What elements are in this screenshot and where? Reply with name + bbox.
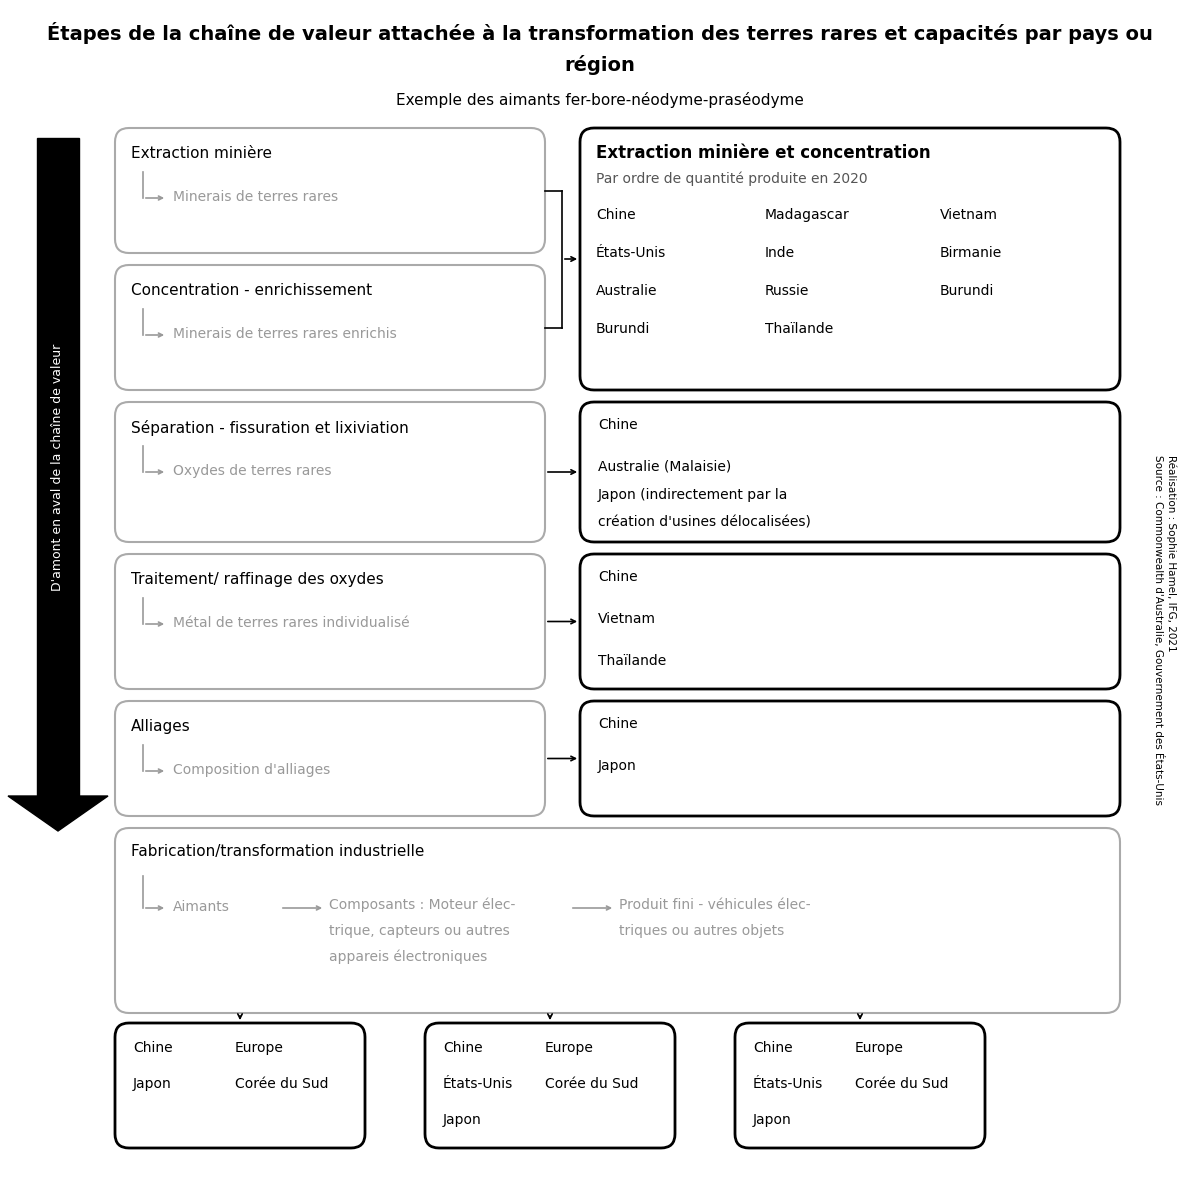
FancyBboxPatch shape xyxy=(115,402,545,543)
Text: Corée du Sud: Corée du Sud xyxy=(235,1077,329,1091)
Text: D'amont en aval de la chaîne de valeur: D'amont en aval de la chaîne de valeur xyxy=(52,343,65,591)
Text: Chine: Chine xyxy=(133,1041,173,1055)
Text: Russie: Russie xyxy=(766,284,809,298)
Text: États-Unis: États-Unis xyxy=(443,1077,514,1091)
Text: Chine: Chine xyxy=(596,208,636,223)
Text: Corée du Sud: Corée du Sud xyxy=(545,1077,638,1091)
Text: États-Unis: États-Unis xyxy=(754,1077,823,1091)
Text: Réalisation : Sophie Hamel, IFG, 2021
Source : Commonwealth d'Australie, Gouvern: Réalisation : Sophie Hamel, IFG, 2021 So… xyxy=(1153,455,1177,805)
Text: Extraction minière: Extraction minière xyxy=(131,146,272,161)
FancyBboxPatch shape xyxy=(425,1023,674,1148)
Text: Étapes de la chaîne de valeur attachée à la transformation des terres rares et c: Étapes de la chaîne de valeur attachée à… xyxy=(47,22,1153,45)
Text: Australie (Malaisie): Australie (Malaisie) xyxy=(598,460,731,474)
Text: Concentration - enrichissement: Concentration - enrichissement xyxy=(131,283,372,298)
Text: Produit fini - véhicules élec-: Produit fini - véhicules élec- xyxy=(619,897,811,912)
Text: Vietnam: Vietnam xyxy=(598,612,656,626)
Text: Chine: Chine xyxy=(598,717,637,731)
Text: Burundi: Burundi xyxy=(940,284,995,298)
Text: Japon: Japon xyxy=(598,759,637,774)
Polygon shape xyxy=(37,138,79,796)
Text: Madagascar: Madagascar xyxy=(766,208,850,223)
FancyBboxPatch shape xyxy=(115,828,1120,1013)
Text: Aimants: Aimants xyxy=(173,900,230,914)
Text: Alliages: Alliages xyxy=(131,719,191,734)
Text: États-Unis: États-Unis xyxy=(596,245,666,260)
Text: Chine: Chine xyxy=(754,1041,793,1055)
Text: Traitement/ raffinage des oxydes: Traitement/ raffinage des oxydes xyxy=(131,571,384,587)
Text: trique, capteurs ou autres: trique, capteurs ou autres xyxy=(329,924,510,938)
FancyBboxPatch shape xyxy=(115,265,545,390)
Text: Inde: Inde xyxy=(766,245,796,260)
Text: Composition d'alliages: Composition d'alliages xyxy=(173,763,330,777)
Text: Thaïlande: Thaïlande xyxy=(766,322,833,336)
Text: Australie: Australie xyxy=(596,284,658,298)
Text: Extraction minière et concentration: Extraction minière et concentration xyxy=(596,144,931,162)
FancyBboxPatch shape xyxy=(580,555,1120,689)
Text: Japon (indirectement par la: Japon (indirectement par la xyxy=(598,488,788,502)
Text: Séparation - fissuration et lixiviation: Séparation - fissuration et lixiviation xyxy=(131,420,409,435)
Text: Fabrication/transformation industrielle: Fabrication/transformation industrielle xyxy=(131,845,425,859)
FancyBboxPatch shape xyxy=(115,1023,365,1148)
Text: Chine: Chine xyxy=(443,1041,482,1055)
Text: région: région xyxy=(564,55,636,75)
Text: Par ordre de quantité produite en 2020: Par ordre de quantité produite en 2020 xyxy=(596,172,868,186)
Text: Japon: Japon xyxy=(443,1113,481,1127)
FancyBboxPatch shape xyxy=(580,701,1120,816)
Text: Europe: Europe xyxy=(545,1041,594,1055)
FancyBboxPatch shape xyxy=(580,128,1120,390)
FancyBboxPatch shape xyxy=(115,701,545,816)
Text: Thaïlande: Thaïlande xyxy=(598,654,666,668)
Text: Birmanie: Birmanie xyxy=(940,245,1002,260)
Text: Minerais de terres rares: Minerais de terres rares xyxy=(173,190,338,205)
FancyBboxPatch shape xyxy=(580,402,1120,543)
Text: Chine: Chine xyxy=(598,417,637,432)
Text: Chine: Chine xyxy=(598,570,637,583)
Text: Europe: Europe xyxy=(235,1041,284,1055)
Text: triques ou autres objets: triques ou autres objets xyxy=(619,924,785,938)
Text: Métal de terres rares individualisé: Métal de terres rares individualisé xyxy=(173,616,409,630)
Polygon shape xyxy=(8,796,108,831)
Text: Burundi: Burundi xyxy=(596,322,650,336)
Text: Minerais de terres rares enrichis: Minerais de terres rares enrichis xyxy=(173,327,397,340)
Text: création d'usines délocalisées): création d'usines délocalisées) xyxy=(598,516,811,531)
Text: Vietnam: Vietnam xyxy=(940,208,998,223)
Text: Japon: Japon xyxy=(133,1077,172,1091)
FancyBboxPatch shape xyxy=(115,128,545,253)
Text: Composants : Moteur élec-: Composants : Moteur élec- xyxy=(329,897,515,913)
Text: Corée du Sud: Corée du Sud xyxy=(854,1077,948,1091)
Text: appareis électroniques: appareis électroniques xyxy=(329,950,487,965)
Text: Europe: Europe xyxy=(854,1041,904,1055)
FancyBboxPatch shape xyxy=(115,555,545,689)
Text: Japon: Japon xyxy=(754,1113,792,1127)
Text: Exemple des aimants fer-bore-néodyme-praséodyme: Exemple des aimants fer-bore-néodyme-pra… xyxy=(396,91,804,108)
FancyBboxPatch shape xyxy=(734,1023,985,1148)
Text: Oxydes de terres rares: Oxydes de terres rares xyxy=(173,464,331,478)
